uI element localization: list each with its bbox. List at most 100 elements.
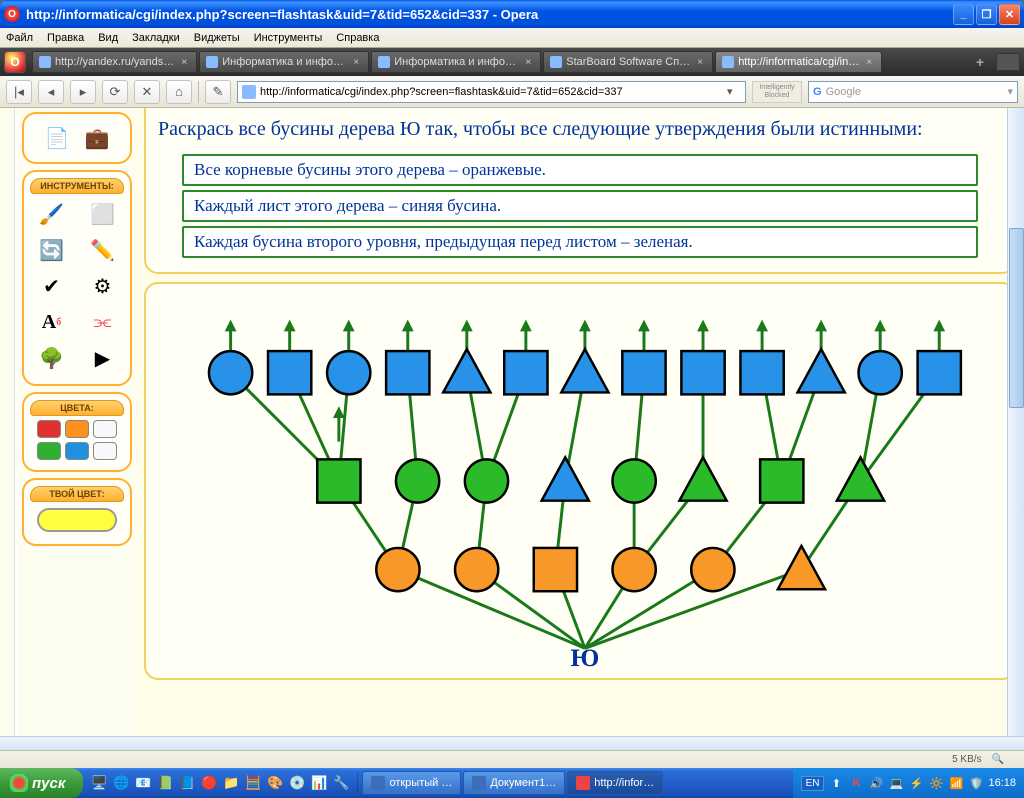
forward-button[interactable]: ▸ [70,80,96,104]
ql-app4[interactable]: 💿 [287,773,307,793]
scrollbar-thumb[interactable] [1009,228,1024,408]
minimize-button[interactable]: _ [953,4,974,25]
quick-launch: 🖥️ 🌐 📧 📗 📘 🔴 📁 🧮 🎨 💿 📊 🔧 [83,773,358,793]
browser-tab-1[interactable]: Информатика и инфор…× [199,51,369,73]
colors-label: ЦВЕТА: [30,400,124,416]
taskbar-task-2[interactable]: http://infor… [567,771,663,795]
tray-icon-2[interactable]: 🔊 [868,775,884,791]
taskbar-task-1[interactable]: Документ1… [463,771,565,795]
ql-word[interactable]: 📘 [177,773,197,793]
menu-Инструменты[interactable]: Инструменты [254,32,323,44]
menu-Вид[interactable]: Вид [98,32,118,44]
ql-excel[interactable]: 📗 [155,773,175,793]
menu-Виджеты[interactable]: Виджеты [194,32,240,44]
rule-1: Каждый лист этого дерева – синяя бусина. [182,190,978,222]
ql-desktop[interactable]: 🖥️ [89,773,109,793]
tab-bar: O http://yandex.ru/yands…×Информатика и … [0,48,1024,76]
home-button[interactable]: ⌂ [166,80,192,104]
tray-icon-6[interactable]: 📶 [948,775,964,791]
maximize-button[interactable]: ❐ [976,4,997,25]
ql-ie[interactable]: 🌐 [111,773,131,793]
tray-clock[interactable]: 16:18 [988,777,1016,789]
tray-icon-5[interactable]: 🔆 [928,775,944,791]
address-bar[interactable]: http://informatica/cgi/index.php?screen=… [237,81,746,103]
tab-close-4[interactable]: × [863,56,875,68]
search-input[interactable]: G Google ▾ [808,81,1018,103]
text-tool[interactable]: Aб [38,308,66,336]
ql-calc[interactable]: 🧮 [243,773,263,793]
ql-app5[interactable]: 📊 [309,773,329,793]
zoom-icon[interactable]: 🔍 [992,754,1004,765]
tab-close-0[interactable]: × [178,56,190,68]
color-swatch-1[interactable] [65,420,89,438]
ql-app2[interactable]: 📁 [221,773,241,793]
tab-close-3[interactable]: × [694,56,706,68]
menu-Файл[interactable]: Файл [6,32,33,44]
address-dropdown[interactable]: ▾ [727,85,741,98]
chain-tool[interactable]: ⫘ [89,308,117,336]
taskbar-task-0[interactable]: открытый … [362,771,461,795]
address-text: http://informatica/cgi/index.php?screen=… [260,86,727,98]
trash-icon[interactable] [996,53,1020,71]
rewind-button[interactable]: |◂ [6,80,32,104]
instruments-box: ИНСТРУМЕНТЫ: 🖌️ ⬜ 🔄 ✏️ ✔ ⚙ Aб ⫘ 🌳 ▶ [22,170,132,386]
new-tab-button[interactable]: + [970,52,990,72]
ql-opera[interactable]: 🔴 [199,773,219,793]
opera-icon: O [4,6,20,22]
browser-tab-2[interactable]: Информатика и инфор…× [371,51,541,73]
windows-taskbar: пуск 🖥️ 🌐 📧 📗 📘 🔴 📁 🧮 🎨 💿 📊 🔧 открытый …… [0,768,1024,798]
nav-toolbar: |◂ ◂ ▸ ⟳ ✕ ⌂ ✎ http://informatica/cgi/in… [0,76,1024,108]
colors-box: ЦВЕТА: [22,392,132,472]
opera-menu-button[interactable]: O [4,51,26,73]
color-swatch-3[interactable] [37,442,61,460]
ql-app1[interactable]: 📧 [133,773,153,793]
menu-Справка[interactable]: Справка [336,32,379,44]
bag-icon[interactable]: 💼 [83,124,111,152]
menu-Правка[interactable]: Правка [47,32,84,44]
stop-button[interactable]: ✕ [134,80,160,104]
tray-icon-4[interactable]: ⚡ [908,775,924,791]
diagram-canvas[interactable]: Ю [144,282,1016,680]
site-icon [242,85,256,99]
eraser-tool[interactable]: ⬜ [89,200,117,228]
wand-button[interactable]: ✎ [205,80,231,104]
page-icon[interactable]: 📄 [43,124,71,152]
tray-language[interactable]: EN [801,776,825,791]
yourcolor-swatch[interactable] [37,508,117,532]
menu-Закладки[interactable]: Закладки [132,32,180,44]
color-swatch-0[interactable] [37,420,61,438]
tab-close-1[interactable]: × [350,56,362,68]
color-swatch-5[interactable] [93,442,117,460]
tab-close-2[interactable]: × [522,56,534,68]
scrollbar-horizontal[interactable] [0,736,1024,750]
color-swatch-4[interactable] [65,442,89,460]
tray-kaspersky[interactable]: K [848,775,864,791]
tray-icon-7[interactable]: 🛡️ [968,775,984,791]
search-placeholder: Google [826,86,861,98]
fill-tool[interactable]: 🖌️ [38,200,66,228]
yourcolor-label: ТВОЙ ЦВЕТ: [30,486,124,502]
browser-tab-4[interactable]: http://informatica/cgi/in…× [715,51,882,73]
tray-icon-1[interactable]: ⬆ [828,775,844,791]
browser-tab-3[interactable]: StarBoard Software Сп…× [543,51,713,73]
check-tool[interactable]: ✔ [38,272,66,300]
task-area: Раскрась все бусины дерева Ю так, чтобы … [136,108,1024,736]
back-button[interactable]: ◂ [38,80,64,104]
reload-button[interactable]: ⟳ [102,80,128,104]
color-swatch-2[interactable] [93,420,117,438]
tray-icon-3[interactable]: 💻 [888,775,904,791]
start-label: пуск [32,775,65,792]
pencil-tool[interactable]: ✏️ [89,236,117,264]
close-button[interactable]: ✕ [999,4,1020,25]
window-titlebar: O http://informatica/cgi/index.php?scree… [0,0,1024,28]
blocked-badge[interactable]: Intelligently Blocked [752,81,802,103]
tree-tool[interactable]: 🌳 [38,344,66,372]
browser-tab-0[interactable]: http://yandex.ru/yands…× [32,51,197,73]
start-button[interactable]: пуск [0,768,83,798]
ql-app6[interactable]: 🔧 [331,773,351,793]
scrollbar-vertical[interactable] [1007,108,1024,736]
rotate-tool[interactable]: 🔄 [38,236,66,264]
ql-app3[interactable]: 🎨 [265,773,285,793]
play-tool[interactable]: ▶ [89,344,117,372]
bead-tool[interactable]: ⚙ [89,272,117,300]
